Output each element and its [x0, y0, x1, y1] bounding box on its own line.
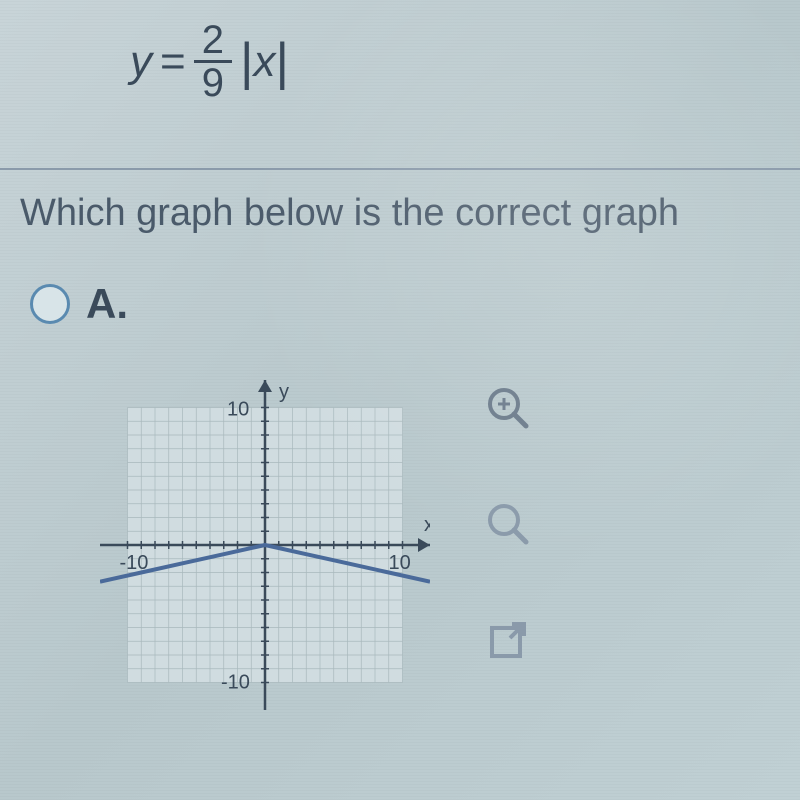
fraction-numerator: 2 [194, 20, 232, 63]
open-new-icon [484, 616, 532, 664]
zoom-icon [484, 500, 532, 548]
equation-lhs: y [130, 37, 152, 87]
option-a-label: A. [86, 280, 128, 328]
svg-text:y: y [279, 381, 289, 403]
abs-variable: x [253, 37, 275, 87]
abs-open: | [240, 32, 254, 92]
zoom-in-icon [484, 384, 532, 432]
graph-tools [480, 380, 536, 668]
svg-text:10: 10 [389, 552, 411, 574]
fraction-denominator: 9 [194, 63, 232, 103]
equation: y = 2 9 | x | [130, 20, 289, 103]
graph-a: y x -10 10 10 -10 [100, 380, 430, 710]
zoom-button[interactable] [480, 496, 536, 552]
option-a-row[interactable]: A. [30, 280, 128, 328]
open-new-button[interactable] [480, 612, 536, 668]
equation-fraction: 2 9 [194, 20, 232, 103]
svg-text:-10: -10 [120, 552, 149, 574]
equation-equals: = [160, 37, 186, 87]
abs-close: | [275, 32, 289, 92]
question-prompt: Which graph below is the correct graph [20, 192, 679, 235]
graph-svg: y x -10 10 10 -10 [100, 380, 430, 710]
zoom-in-button[interactable] [480, 380, 536, 436]
svg-text:-10: -10 [221, 672, 250, 694]
section-divider [0, 168, 800, 170]
svg-text:x: x [424, 514, 430, 536]
svg-text:10: 10 [227, 399, 249, 421]
option-a-radio[interactable] [30, 284, 70, 324]
